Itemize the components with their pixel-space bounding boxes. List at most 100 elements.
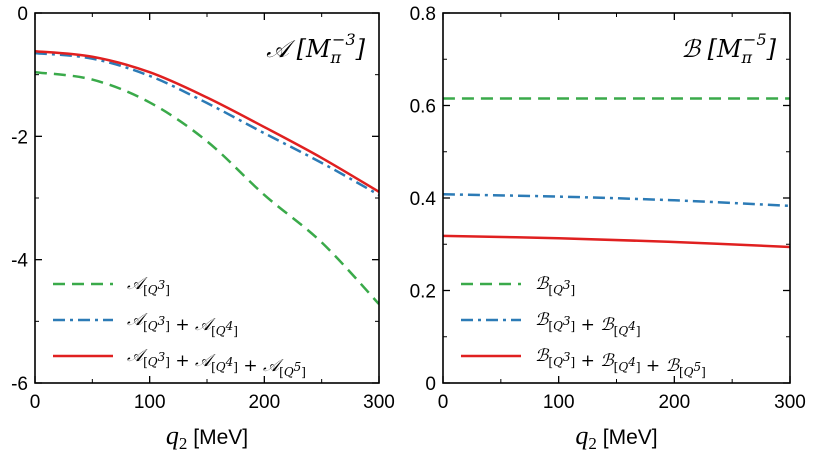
legend-sub-letter: Q (553, 319, 563, 333)
x-tick-label: 0 (30, 392, 41, 413)
legend-sub-close: ] (571, 283, 576, 297)
y-tick-label: -2 (11, 127, 28, 148)
legend-sub-letter: Q (618, 360, 628, 374)
title-close: ] (355, 35, 366, 63)
legend-symbol: ℬ (535, 310, 550, 330)
legend-plus: + (238, 356, 263, 376)
legend-sub-close: ] (301, 365, 306, 379)
legend-sub-power: 3 (158, 350, 166, 364)
legend-label-1: ℬ[Q3] (535, 274, 575, 297)
legend-sub-open: [ (679, 365, 684, 379)
legend-sub-close: ] (571, 355, 576, 369)
legend-sub-close: ] (165, 319, 170, 333)
legend-sub-open: [ (548, 319, 553, 333)
legend-plus: + (641, 356, 666, 376)
title-close: ] (766, 35, 777, 63)
legend-sub-power: 3 (563, 278, 571, 292)
legend-symbol: ℬ (600, 351, 615, 371)
legend-sub-power: 4 (225, 355, 234, 369)
legend-sub-power: 3 (158, 278, 166, 292)
legend-plus: + (575, 351, 600, 371)
legend-sub-power: 3 (158, 314, 166, 328)
y-tick-label: 0.8 (410, 4, 436, 25)
legend-sub-power: 3 (563, 314, 571, 328)
legend-sub-letter: Q (553, 283, 563, 297)
legend-sub-open: [ (614, 360, 619, 374)
legend-plus: + (170, 315, 195, 335)
legend-symbol: 𝒜 (263, 356, 284, 376)
legend-sub-close: ] (165, 355, 170, 369)
x-axis-sub: 2 (588, 434, 597, 453)
x-axis-var: q (575, 421, 588, 450)
y-tick-label: 0.6 (410, 97, 436, 118)
legend-sub-power: 3 (563, 350, 571, 364)
legend-sub-letter: Q (216, 360, 226, 374)
y-tick-label: 0.4 (410, 189, 437, 210)
series-line-3 (35, 49, 379, 193)
legend-sub-close: ] (233, 324, 238, 338)
legend-sub-open: [ (279, 365, 284, 379)
legend-sub-open: [ (143, 283, 148, 297)
legend-symbol: 𝒜 (127, 346, 148, 366)
legend-sub-letter: Q (553, 355, 563, 369)
legend-sub-letter: Q (684, 365, 694, 379)
x-axis-var: q (166, 421, 179, 450)
legend-sub-letter: Q (284, 365, 294, 379)
legend-symbol: 𝒜 (195, 351, 216, 371)
title-unit-base: M (716, 35, 743, 63)
legend-sub-letter: Q (148, 319, 158, 333)
series-line-1 (35, 70, 379, 305)
legend-sub-letter: Q (618, 324, 628, 338)
legend-label-3: 𝒜[Q3] + 𝒜[Q4] + 𝒜[Q5] (127, 346, 306, 379)
legend-sub-close: ] (701, 365, 706, 379)
legend-symbol: 𝒜 (127, 274, 148, 294)
legend-symbol: 𝒜 (127, 310, 148, 330)
legend-label-2: 𝒜[Q3] + 𝒜[Q4] (127, 310, 238, 338)
x-axis-sub: 2 (179, 434, 188, 453)
legend-sub-letter: Q (148, 355, 158, 369)
series-line-2 (35, 51, 379, 197)
legend-sub-letter: Q (216, 324, 226, 338)
legend-symbol: ℬ (666, 356, 681, 376)
x-tick-label: 200 (658, 392, 690, 413)
legend-sub-close: ] (636, 360, 641, 374)
y-tick-label: -4 (11, 251, 28, 272)
legend-symbol: ℬ (535, 346, 550, 366)
legend-sub-close: ] (571, 319, 576, 333)
legend-label-2: ℬ[Q3] + ℬ[Q4] (535, 310, 641, 338)
legend-label-1: 𝒜[Q3] (127, 274, 170, 297)
title-symbol: 𝒜 [ (266, 35, 306, 63)
legend-sub-open: [ (548, 283, 553, 297)
title-unit-base: M (305, 35, 332, 63)
legend-symbol: ℬ (535, 274, 550, 294)
title-unit-sub: π (330, 48, 342, 67)
y-tick-label: 0 (17, 4, 28, 25)
series-line-3 (443, 234, 790, 249)
x-tick-label: 300 (363, 392, 395, 413)
legend-sub-open: [ (614, 324, 619, 338)
legend-sub-power: 5 (694, 360, 702, 374)
legend-sub-open: [ (211, 324, 216, 338)
legend-symbol: ℬ (600, 315, 615, 335)
legend-sub-close: ] (165, 283, 170, 297)
title-unit-sup: −5 (743, 30, 767, 49)
y-tick-label: 0.2 (410, 282, 436, 303)
x-tick-label: 100 (134, 392, 166, 413)
legend-sub-open: [ (548, 355, 553, 369)
x-axis-label: q2 [MeV] (166, 421, 248, 453)
title-symbol: ℬ [ (681, 35, 717, 63)
x-tick-label: 300 (774, 392, 806, 413)
title-unit-sup: −3 (332, 30, 356, 49)
y-tick-label: -6 (11, 374, 28, 395)
x-tick-label: 100 (543, 392, 575, 413)
legend-sub-power: 4 (627, 319, 636, 333)
legend-sub-open: [ (211, 360, 216, 374)
legend-sub-power: 5 (294, 360, 302, 374)
x-axis-unit: [MeV] (187, 426, 248, 449)
panel-title: ℬ [Mπ−5] (681, 30, 777, 67)
x-axis-unit: [MeV] (597, 426, 658, 449)
x-tick-label: 200 (248, 392, 280, 413)
